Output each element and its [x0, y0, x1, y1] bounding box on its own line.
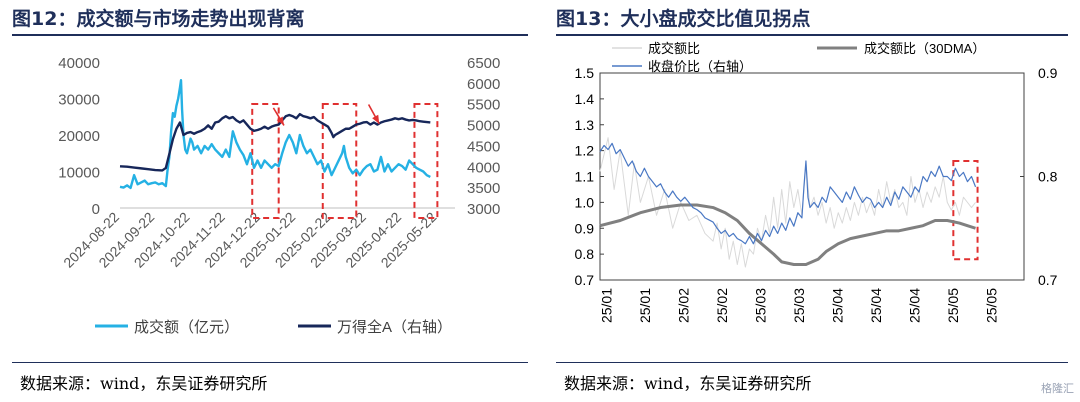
- y-right-tick-label: 3500: [467, 180, 500, 197]
- y-right-tick-label: 4000: [467, 159, 500, 176]
- divergence-arrowhead: [372, 114, 380, 124]
- left-source-rule: [12, 362, 528, 363]
- y-left-tick-label: 1.2: [575, 143, 595, 159]
- plot-frame: [599, 72, 1025, 281]
- y-right-tick-label: 6000: [467, 76, 500, 93]
- y-left-tick-label: 1.1: [575, 169, 595, 185]
- y-left-tick-label: 30000: [58, 92, 100, 109]
- legend-label-turnover-ratio: 成交额比: [648, 41, 700, 56]
- series-line-turnover: [119, 79, 431, 190]
- left-chart-title: 图12：成交额与市场走势出现背离: [12, 8, 305, 30]
- y-right-tick-label: 0.9: [1038, 65, 1058, 81]
- x-tick-label: 25/03: [752, 288, 768, 323]
- right-chart-title: 图13：大小盘成交比值见拐点: [556, 8, 811, 30]
- right-title-underline: [556, 34, 1068, 36]
- right-chart: 0.7 0.8 0.9 1.0 1.1 1.2 1.3 1.4 1.5 0.7 0.8 0.9 25/0…: [575, 41, 1058, 323]
- y-left-tick-label: 0: [92, 201, 100, 218]
- y-right-tick-label: 5000: [467, 118, 500, 135]
- left-title-underline: [12, 34, 528, 36]
- x-tick-label: 25/04: [830, 288, 846, 323]
- y-right-tick-label: 0.7: [1038, 272, 1058, 288]
- x-tick-label: 25/05: [984, 288, 1000, 323]
- legend-label-close-ratio: 收盘价比（右轴）: [648, 59, 752, 74]
- y-left-tick-label: 40000: [58, 55, 100, 72]
- left-chart: 0 10000 20000 30000 40000 3000 3500 4000 4500 500…: [58, 55, 500, 336]
- divergence-arrowhead: [276, 116, 284, 126]
- y-left-tick-label: 1.5: [575, 65, 595, 81]
- y-right-tick-label: 5500: [467, 97, 500, 114]
- divergence-dashed-box: [321, 103, 358, 219]
- x-tick-label: 25/05: [945, 288, 961, 323]
- legend-label-wind-all-a: 万得全A（右轴）: [337, 318, 452, 336]
- x-tick-label: 25/04: [868, 288, 884, 323]
- series-line-wind-all-a: [119, 112, 431, 172]
- x-tick-label: 25/02: [714, 288, 730, 323]
- x-tick-label: 25/01: [637, 288, 653, 323]
- x-tick-label: 25/03: [791, 288, 807, 323]
- y-right-tick-label: 3000: [467, 201, 500, 218]
- divergence-dashed-box: [413, 103, 439, 219]
- watermark-text: 格隆汇: [1041, 382, 1074, 395]
- x-tick-label: 25/02: [675, 288, 691, 323]
- y-left-tick-label: 20000: [58, 128, 100, 145]
- y-right-tick-label: 0.8: [1038, 169, 1058, 185]
- series-line-close-ratio: [599, 142, 977, 245]
- right-source-rule: [556, 362, 1068, 363]
- y-left-tick-label: 0.7: [575, 272, 595, 288]
- y-right-tick-label: 6500: [467, 55, 500, 72]
- y-left-tick-label: 1.3: [575, 117, 595, 133]
- left-source-note: 数据来源：wind，东吴证券研究所: [20, 374, 268, 393]
- legend-label-turnover: 成交额（亿元）: [134, 318, 239, 336]
- y-left-tick-label: 0.8: [575, 246, 595, 262]
- inflection-dashed-box: [952, 159, 979, 261]
- y-left-tick-label: 0.9: [575, 220, 595, 236]
- series-line-turnover-ratio-30dma: [599, 203, 977, 266]
- y-left-tick-label: 1.0: [575, 194, 595, 210]
- y-left-tick-label: 1.4: [575, 91, 595, 107]
- legend-label-turnover-ratio-30dma: 成交额比（30DMA）: [864, 41, 985, 56]
- x-tick-label: 25/01: [598, 288, 614, 323]
- y-right-tick-label: 4500: [467, 138, 500, 155]
- series-line-turnover-ratio: [599, 137, 976, 268]
- right-source-note: 数据来源：wind，东吴证券研究所: [564, 374, 812, 393]
- y-left-tick-label: 10000: [58, 165, 100, 182]
- x-tick-label: 25/04: [907, 288, 923, 323]
